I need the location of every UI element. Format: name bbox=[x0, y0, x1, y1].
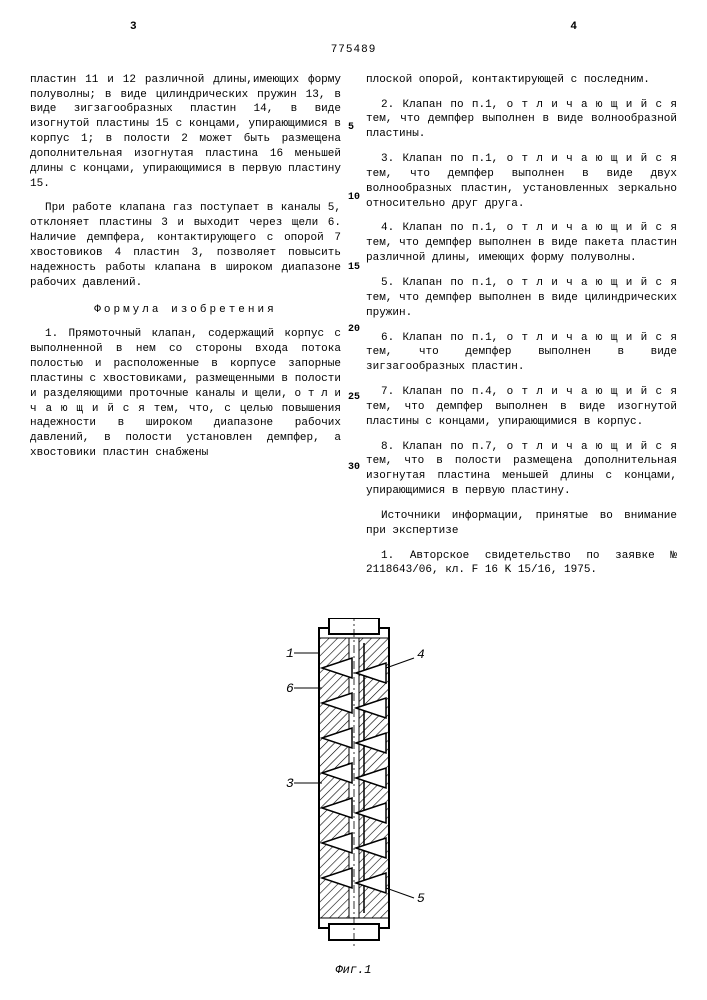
right-cont: плоской опорой, контактирующей с последн… bbox=[366, 73, 677, 88]
claim-7: 7. Клапан по п.4, о т л и ч а ю щ и й с … bbox=[366, 385, 677, 430]
figure-container: 1 6 3 4 5 Фиг.1 bbox=[30, 618, 677, 979]
page-right: 4 bbox=[570, 20, 577, 35]
figure-label-3: 3 bbox=[286, 776, 294, 791]
figure-caption: Фиг.1 bbox=[264, 962, 444, 978]
line-number: 5 bbox=[348, 121, 354, 135]
valve-diagram: 1 6 3 4 5 bbox=[264, 618, 444, 948]
left-para1: пластин 11 и 12 различной длины,имеющих … bbox=[30, 73, 341, 192]
figure-label-6: 6 bbox=[286, 681, 294, 696]
line-number: 25 bbox=[348, 391, 360, 405]
claim-8: 8. Клапан по п.7, о т л и ч а ю щ и й с … bbox=[366, 440, 677, 499]
figure-1: 1 6 3 4 5 Фиг.1 bbox=[264, 618, 444, 978]
claim-1: 1. Прямоточный клапан, содержащий корпус… bbox=[30, 327, 341, 461]
claim-2: 2. Клапан по п.1, о т л и ч а ю щ и й с … bbox=[366, 98, 677, 143]
right-column: 5 10 15 20 25 30 плоской опорой, контакт… bbox=[366, 73, 677, 589]
line-number: 20 bbox=[348, 323, 360, 337]
claim-5: 5. Клапан по п.1, о т л и ч а ю щ и й с … bbox=[366, 276, 677, 321]
left-para2: При работе клапана газ поступает в канал… bbox=[30, 201, 341, 290]
left-column: пластин 11 и 12 различной длины,имеющих … bbox=[30, 73, 341, 589]
formula-title: Формула изобретения bbox=[30, 303, 341, 318]
claim-3: 3. Клапан по п.1, о т л и ч а ю щ и й с … bbox=[366, 152, 677, 211]
sources-title: Источники информации, принятые во вниман… bbox=[366, 509, 677, 539]
figure-label-1: 1 bbox=[286, 646, 294, 661]
line-number: 30 bbox=[348, 461, 360, 475]
source-1: 1. Авторское свидетельство по заявке № 2… bbox=[366, 549, 677, 579]
line-number: 15 bbox=[348, 261, 360, 275]
claim-4: 4. Клапан по п.1, о т л и ч а ю щ и й с … bbox=[366, 221, 677, 266]
figure-label-4: 4 bbox=[417, 647, 425, 662]
figure-label-5: 5 bbox=[417, 891, 425, 906]
text-columns: пластин 11 и 12 различной длины,имеющих … bbox=[30, 73, 677, 589]
page-numbers: 3 4 bbox=[30, 20, 677, 35]
line-number: 10 bbox=[348, 191, 360, 205]
claim-6: 6. Клапан по п.1, о т л и ч а ю щ и й с … bbox=[366, 331, 677, 376]
patent-number: 775489 bbox=[30, 43, 677, 58]
page-left: 3 bbox=[130, 20, 137, 35]
